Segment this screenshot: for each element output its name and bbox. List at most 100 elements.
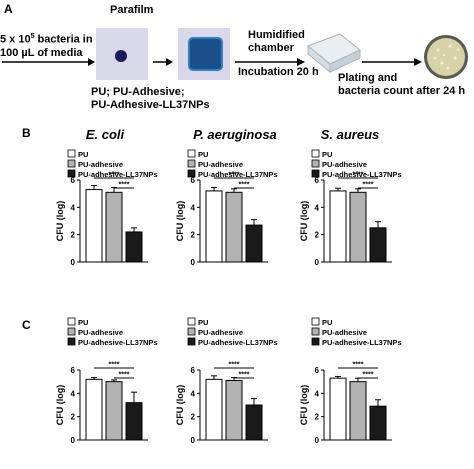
legend-label: PU-adhesive-LL37NPs — [78, 338, 158, 347]
significance-label: **** — [229, 172, 240, 179]
legend-label: PU-adhesive — [198, 328, 243, 337]
arrow-head-3 — [297, 58, 305, 66]
bar — [245, 224, 263, 263]
y-axis-label: CFU (log) — [299, 385, 309, 426]
arrow-head-1 — [88, 58, 95, 66]
bar — [329, 190, 347, 263]
y-axis-label: CFU (log) — [55, 201, 65, 242]
significance-label: **** — [239, 182, 250, 189]
bar — [369, 227, 387, 263]
legend-swatch — [67, 169, 76, 178]
legend-swatch — [311, 149, 320, 158]
legend-swatch — [67, 337, 76, 346]
bar — [369, 405, 387, 441]
panel-label-a: A — [4, 2, 13, 16]
legend-swatch — [187, 149, 196, 158]
legend-label: PU-adhesive — [322, 328, 367, 337]
plating-line2: bacteria count after 24 h — [338, 85, 466, 97]
inoculum-line2: 100 µL of media — [0, 46, 83, 59]
inoculum-label: 5 x 105 bacteria in 100 µL of media — [0, 30, 95, 60]
panel-label-c: C — [22, 318, 31, 332]
y-tick-label: 0 — [191, 258, 196, 267]
significance-label: **** — [109, 172, 120, 179]
y-tick-label: 6 — [191, 176, 196, 185]
legend-label: PU-adhesive — [78, 160, 123, 169]
legend-label: PU-adhesive-LL37NPs — [198, 170, 278, 179]
legend-swatch — [311, 317, 320, 326]
legend-label: PU-adhesive-LL37NPs — [78, 170, 158, 179]
bar — [245, 404, 263, 441]
legend-label: PU — [322, 150, 332, 159]
legend-swatch — [67, 327, 76, 336]
bar — [205, 378, 223, 441]
legend-label: PU-adhesive-LL37NPs — [322, 338, 402, 347]
workflow-graphics — [2, 28, 468, 80]
y-axis-label: CFU (log) — [175, 385, 185, 426]
organism-title-ecoli: E. coli — [85, 127, 125, 142]
y-tick-label: 2 — [315, 413, 320, 422]
legend-swatch — [311, 337, 320, 346]
chamber-line2: chamber — [248, 42, 294, 54]
y-tick-label: 0 — [315, 436, 320, 445]
inoculum-line1-suffix: bacteria in — [34, 33, 93, 46]
legend-label: PU-adhesive — [198, 160, 243, 169]
y-tick-label: 0 — [71, 436, 76, 445]
legend-label: PU — [322, 318, 332, 327]
bar — [85, 378, 103, 441]
y-axis-label: CFU (log) — [299, 201, 309, 242]
legend-swatch — [187, 327, 196, 336]
arrow-head-4 — [414, 58, 422, 66]
legend-label: PU — [198, 318, 208, 327]
bar — [205, 190, 223, 263]
arrow-head-2 — [166, 58, 173, 66]
significance-label: **** — [363, 182, 374, 189]
significance-label: **** — [239, 372, 250, 379]
significance-label: **** — [119, 372, 130, 379]
bar — [125, 402, 143, 441]
bar — [329, 377, 347, 441]
legend-label: PU-adhesive — [322, 160, 367, 169]
incubation-label: Incubation 20 h — [238, 66, 319, 78]
y-tick-label: 2 — [191, 413, 196, 422]
legend-label: PU-adhesive-LL37NPs — [322, 170, 402, 179]
legend-swatch — [187, 169, 196, 178]
y-tick-label: 4 — [71, 389, 76, 398]
legend-swatch — [311, 159, 320, 168]
y-tick-label: 2 — [71, 231, 76, 240]
y-tick-label: 0 — [315, 258, 320, 267]
legend-label: PU — [78, 150, 88, 159]
bar — [85, 189, 103, 263]
bar — [225, 380, 243, 441]
organism-title-saureus: S. aureus — [320, 127, 380, 142]
bar — [349, 381, 367, 441]
y-tick-label: 4 — [315, 203, 320, 212]
legend-swatch — [187, 159, 196, 168]
legend-swatch — [187, 337, 196, 346]
plating-line1: Plating and — [338, 72, 398, 84]
legend-label: PU-adhesive-LL37NPs — [198, 338, 278, 347]
significance-label: **** — [353, 172, 364, 179]
y-tick-label: 6 — [315, 366, 320, 375]
y-tick-label: 6 — [71, 176, 76, 185]
inoculum-exponent: 5 — [30, 33, 35, 40]
y-tick-label: 6 — [315, 176, 320, 185]
legend-swatch — [67, 159, 76, 168]
y-axis-label: CFU (log) — [55, 385, 65, 426]
y-tick-label: 2 — [315, 231, 320, 240]
sample-well — [188, 37, 223, 71]
chamber-box-side-right — [329, 49, 361, 73]
legend-swatch — [67, 149, 76, 158]
y-tick-label: 2 — [71, 413, 76, 422]
legend-label: PU-adhesive — [78, 328, 123, 337]
bacteria-drop — [115, 50, 127, 62]
bar — [125, 231, 143, 263]
samples-line2: PU-Adhesive-LL37NPs — [91, 99, 210, 111]
bacteria-colonies — [433, 44, 460, 70]
samples-label: PU; PU-Adhesive; PU-Adhesive-LL37NPs — [91, 86, 210, 112]
